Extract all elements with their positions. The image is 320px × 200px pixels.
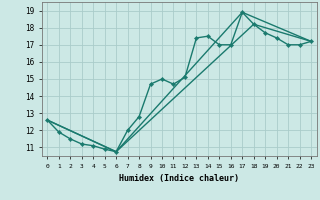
X-axis label: Humidex (Indice chaleur): Humidex (Indice chaleur): [119, 174, 239, 183]
